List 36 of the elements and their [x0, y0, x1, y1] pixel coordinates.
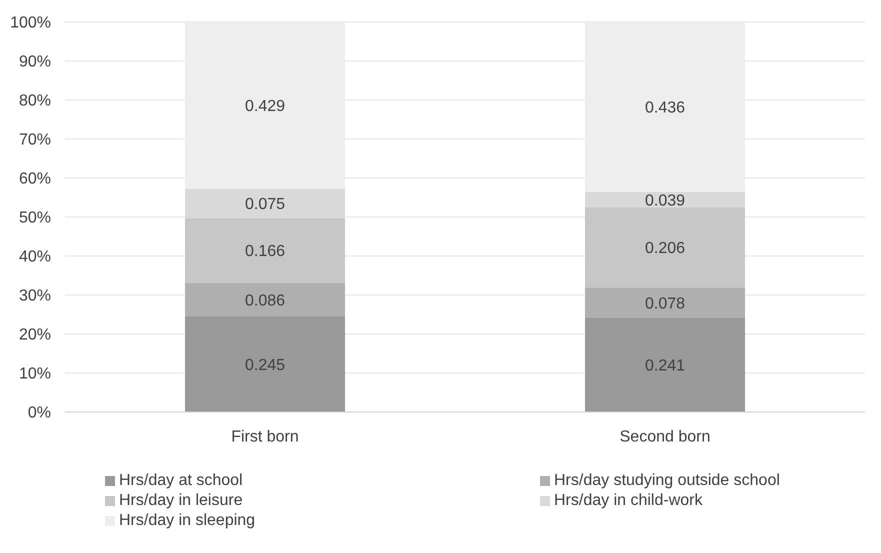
data-label: 0.075 [244, 196, 286, 214]
y-tick-label: 70% [18, 132, 51, 149]
data-label: 0.241 [644, 358, 686, 375]
y-tick-label: 100% [10, 14, 51, 32]
x-tick-label: Second born [620, 428, 710, 446]
y-tick-label: 50% [18, 210, 51, 227]
y-tick-label: 60% [18, 170, 51, 188]
legend-label: Hrs/day studying outside school [554, 472, 780, 490]
bar [185, 282, 345, 316]
y-tick-label: 0% [28, 404, 51, 422]
y-tick-label: 20% [18, 326, 51, 344]
data-label: 0.078 [644, 295, 686, 312]
x-tick-label: First born [231, 428, 299, 446]
data-label: 0.086 [244, 292, 286, 310]
y-tick-label: 80% [18, 92, 51, 110]
y-tick-label: 40% [18, 248, 51, 266]
data-label: 0.206 [644, 240, 686, 258]
bar [585, 207, 745, 288]
data-label: 0.166 [244, 243, 286, 260]
y-tick-label: 30% [18, 288, 51, 305]
bar [185, 218, 345, 283]
legend-label: Hrs/day at school [119, 472, 243, 490]
y-tick-label: 10% [18, 366, 51, 383]
legend-label: Hrs/day in leisure [119, 492, 243, 510]
data-label: 0.039 [644, 192, 686, 210]
bar [585, 288, 745, 318]
bar [185, 188, 345, 218]
data-label: 0.429 [244, 98, 286, 116]
bar [185, 316, 345, 412]
data-label: 0.436 [644, 100, 686, 117]
bar [585, 318, 745, 412]
y-tick-label: 90% [18, 54, 51, 71]
legend-label: Hrs/day in child-work [554, 492, 702, 510]
data-label: 0.245 [244, 356, 286, 374]
bar [585, 192, 745, 208]
legend-label: Hrs/day in sleeping [119, 512, 256, 530]
